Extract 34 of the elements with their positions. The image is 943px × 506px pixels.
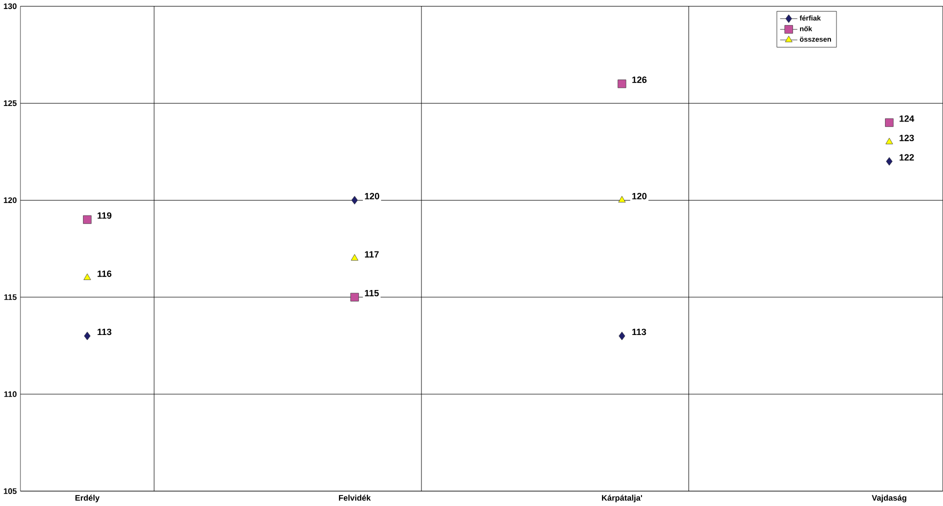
- point: [886, 138, 893, 144]
- point: [886, 157, 893, 166]
- point: [84, 274, 91, 280]
- point: [351, 196, 358, 205]
- x-tick-label: Kárpátalja': [602, 494, 642, 502]
- x-tick-label: Erdély: [75, 494, 100, 502]
- y-tick-label: 130: [4, 4, 17, 10]
- data-label: 113: [632, 328, 646, 336]
- point: [618, 332, 626, 340]
- point: [618, 196, 626, 203]
- data-label: 126: [632, 76, 647, 84]
- data-label: 123: [900, 134, 914, 142]
- data-label: 120: [632, 193, 647, 200]
- y-tick-label: 105: [4, 488, 17, 494]
- point: [350, 293, 359, 302]
- point: [885, 118, 894, 127]
- data-label: 122: [900, 154, 914, 161]
- y-tick-label: 110: [4, 391, 17, 398]
- data-label: 115: [364, 290, 379, 296]
- y-tick-label: 115: [4, 294, 17, 300]
- point: [84, 332, 90, 340]
- data-label: 117: [364, 251, 379, 258]
- point: [83, 215, 92, 224]
- data-label: 119: [98, 212, 112, 219]
- x-tick-label: Vajdaság: [872, 494, 906, 502]
- y-tick-label: 120: [4, 197, 17, 204]
- data-label: 116: [98, 270, 112, 278]
- point: [618, 80, 626, 88]
- x-tick-label: Felvidék: [338, 494, 371, 501]
- y-tick-label: 125: [4, 100, 17, 106]
- point: [350, 254, 358, 261]
- data-label: 120: [364, 193, 380, 200]
- data-label: 124: [900, 116, 914, 122]
- data-label: 113: [98, 328, 112, 336]
